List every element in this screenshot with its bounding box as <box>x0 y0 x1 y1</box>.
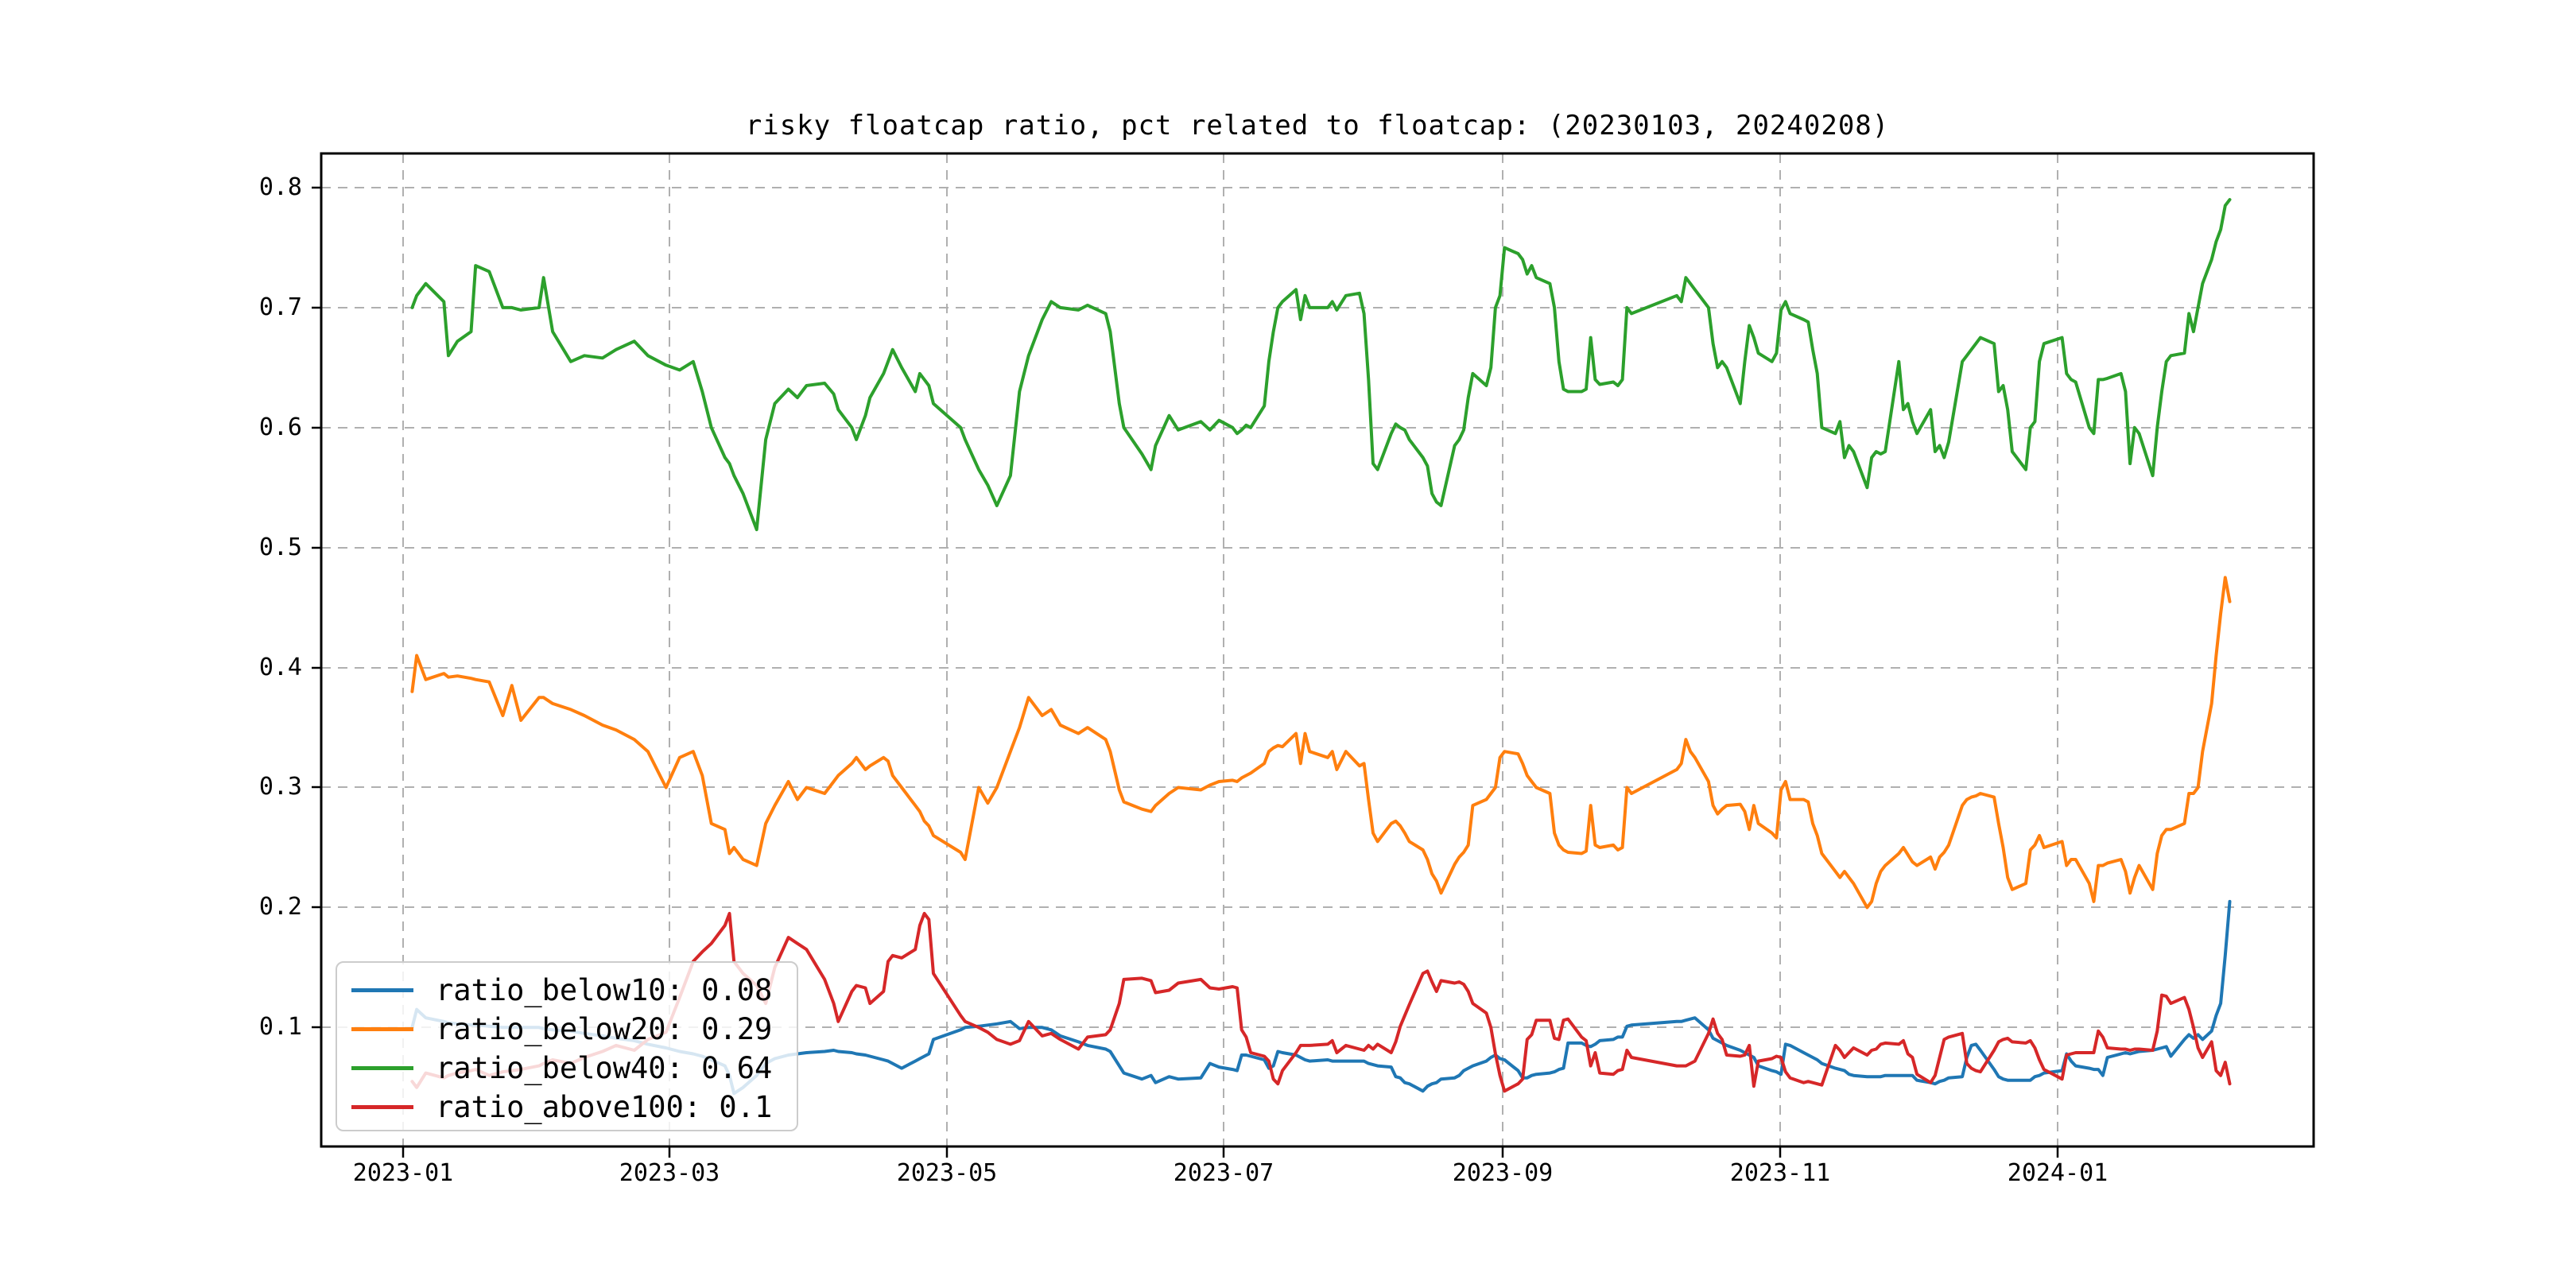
xtick-2023-11: 2023-11 <box>1729 1159 1831 1187</box>
legend-line-ratio-below20 <box>351 1027 413 1031</box>
chart-title: risky floatcap ratio, pct related to flo… <box>745 110 1890 142</box>
legend-line-ratio-below10 <box>351 988 413 992</box>
xtick-2023-07: 2023-07 <box>1173 1159 1274 1187</box>
ytick-0.8: 0.8 <box>258 173 302 201</box>
series-line-ratio_below20 <box>410 576 2232 910</box>
legend-line-ratio-below40 <box>351 1066 413 1070</box>
plot-border <box>320 152 2315 1148</box>
legend-label-ratio-above100: ratio_above100: 0.1 <box>436 1090 773 1124</box>
xtick-2023-05: 2023-05 <box>896 1159 998 1187</box>
series-line-ratio_below40 <box>410 198 2232 532</box>
series-layer <box>410 198 2232 1096</box>
legend-box: ratio_below10: 0.08 ratio_below20: 0.29 … <box>336 961 798 1131</box>
ytick-0.6: 0.6 <box>258 413 302 441</box>
ytick-0.1: 0.1 <box>258 1013 302 1041</box>
xtick-2024-01: 2024-01 <box>2007 1159 2109 1187</box>
series-line-ratio_below10 <box>410 899 2232 1096</box>
legend-label-ratio-below40: ratio_below40: 0.64 <box>436 1051 773 1085</box>
legend-line-ratio-above100 <box>351 1105 413 1109</box>
tick-marks <box>312 186 2059 1158</box>
ytick-0.2: 0.2 <box>258 893 302 921</box>
series-line-ratio_above100 <box>410 911 2232 1093</box>
legend-label-ratio-below10: ratio_below10: 0.08 <box>436 973 773 1007</box>
grid-horizontal <box>321 187 2314 1028</box>
ytick-0.5: 0.5 <box>258 533 302 561</box>
ytick-0.4: 0.4 <box>258 654 302 681</box>
xtick-2023-03: 2023-03 <box>619 1159 720 1187</box>
legend-label-ratio-below20: ratio_below20: 0.29 <box>436 1012 773 1046</box>
legend-item-ratio-below40: ratio_below40: 0.64 <box>351 1049 797 1088</box>
ytick-0.3: 0.3 <box>258 773 302 801</box>
xtick-2023-09: 2023-09 <box>1452 1159 1554 1187</box>
legend-item-ratio-below20: ratio_below20: 0.29 <box>351 1010 797 1049</box>
ytick-0.7: 0.7 <box>258 293 302 321</box>
legend-item-ratio-below10: ratio_below10: 0.08 <box>351 971 797 1010</box>
xtick-2023-01: 2023-01 <box>352 1159 454 1187</box>
legend-item-ratio-above100: ratio_above100: 0.1 <box>351 1088 797 1127</box>
